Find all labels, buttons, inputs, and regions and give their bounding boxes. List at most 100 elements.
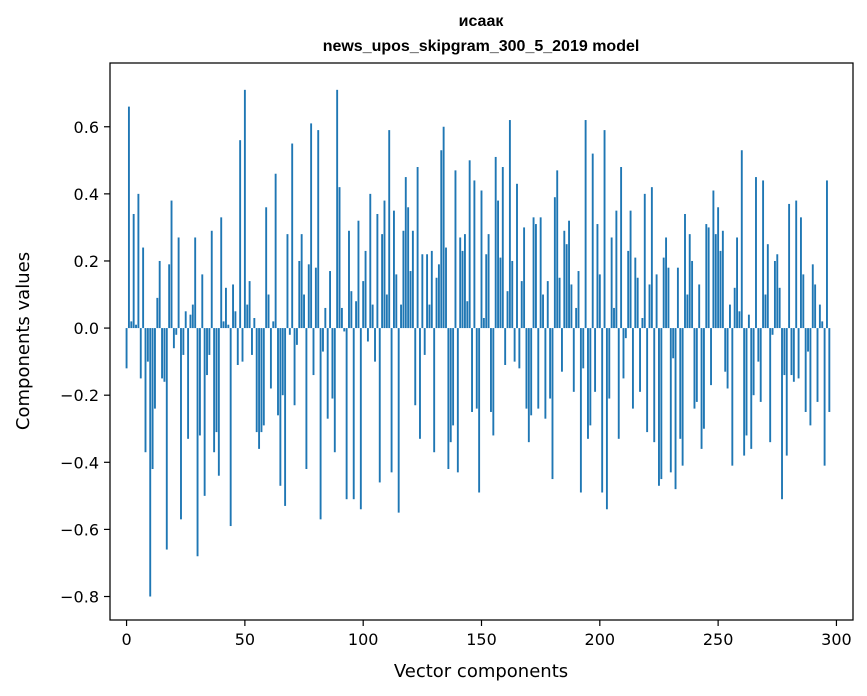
bar bbox=[241, 328, 244, 362]
bar bbox=[156, 297, 159, 329]
bar bbox=[239, 140, 242, 329]
bar bbox=[821, 321, 824, 329]
bar bbox=[648, 284, 651, 329]
bar bbox=[577, 271, 580, 329]
bar bbox=[504, 328, 507, 365]
bar bbox=[281, 328, 284, 396]
bar bbox=[527, 328, 530, 443]
bar bbox=[792, 328, 795, 382]
bar bbox=[610, 237, 613, 329]
bar bbox=[620, 167, 623, 329]
bar bbox=[329, 271, 331, 329]
bar bbox=[208, 328, 211, 355]
bar bbox=[762, 180, 765, 329]
chart-title: исаак bbox=[459, 13, 505, 30]
bar bbox=[430, 250, 433, 329]
bar bbox=[700, 328, 703, 449]
bar bbox=[714, 234, 717, 329]
bar bbox=[773, 260, 776, 329]
bar bbox=[655, 274, 658, 329]
bar bbox=[492, 328, 495, 436]
bar bbox=[546, 281, 549, 329]
bar bbox=[733, 287, 736, 329]
bar bbox=[253, 318, 256, 329]
bar bbox=[206, 328, 208, 376]
bar bbox=[719, 250, 722, 329]
bar bbox=[258, 328, 261, 449]
bar bbox=[149, 328, 152, 597]
bar bbox=[409, 271, 412, 329]
bar bbox=[305, 328, 308, 470]
bar bbox=[215, 328, 218, 433]
bar bbox=[419, 328, 421, 439]
x-tick-label: 250 bbox=[703, 630, 734, 649]
plot-frame bbox=[109, 62, 854, 621]
y-tick-label: 0.0 bbox=[74, 319, 99, 338]
bar bbox=[272, 321, 275, 329]
bar bbox=[175, 328, 178, 335]
bar bbox=[390, 328, 393, 473]
bar bbox=[530, 328, 533, 416]
bar bbox=[478, 328, 481, 493]
y-tick-label: −0.4 bbox=[60, 453, 99, 472]
y-tick-label: 0.2 bbox=[74, 252, 99, 271]
bar bbox=[608, 328, 611, 399]
bar bbox=[468, 160, 471, 329]
bar bbox=[520, 281, 523, 329]
bar bbox=[591, 153, 594, 329]
bar bbox=[688, 234, 691, 329]
y-axis-label: Components values bbox=[13, 252, 34, 430]
bar bbox=[161, 328, 163, 379]
y-tick-label: −0.8 bbox=[60, 588, 99, 607]
bar bbox=[724, 328, 727, 372]
bar bbox=[823, 328, 826, 466]
bar bbox=[300, 234, 303, 329]
bar bbox=[532, 217, 535, 329]
bar bbox=[556, 170, 559, 329]
bar bbox=[523, 227, 526, 329]
bar bbox=[669, 328, 672, 473]
y-tick-label: 0.4 bbox=[74, 185, 99, 204]
y-axis-ticks: −0.8 −0.6 −0.4 −0.2 0.0 0.2 0.4 0.6 bbox=[60, 118, 110, 607]
bar bbox=[234, 311, 237, 329]
bar bbox=[766, 244, 769, 329]
bar bbox=[125, 328, 128, 369]
bar bbox=[672, 328, 675, 359]
bar bbox=[423, 328, 426, 355]
bar bbox=[225, 287, 227, 329]
bar bbox=[795, 200, 798, 329]
bar bbox=[570, 284, 573, 329]
bar bbox=[343, 328, 346, 332]
bar bbox=[251, 328, 253, 355]
bar bbox=[549, 328, 552, 399]
bar bbox=[584, 120, 587, 329]
bar bbox=[764, 294, 767, 329]
bar bbox=[769, 328, 772, 443]
bar bbox=[631, 328, 634, 409]
bar bbox=[393, 210, 395, 329]
bar bbox=[286, 234, 289, 329]
bar bbox=[466, 301, 469, 329]
bar bbox=[776, 254, 779, 329]
bar bbox=[542, 294, 544, 329]
bar bbox=[490, 328, 492, 412]
x-tick-label: 150 bbox=[466, 630, 497, 649]
bar bbox=[674, 328, 677, 490]
bar bbox=[137, 193, 140, 329]
bars-group bbox=[125, 89, 833, 597]
bar bbox=[783, 328, 786, 376]
y-tick-label: −0.2 bbox=[60, 386, 99, 405]
bar bbox=[551, 328, 554, 480]
bar bbox=[563, 230, 566, 329]
bar bbox=[350, 291, 353, 329]
bar bbox=[499, 257, 502, 329]
bar bbox=[684, 213, 686, 329]
bar bbox=[203, 328, 206, 496]
bar bbox=[262, 328, 265, 426]
bar bbox=[142, 247, 145, 329]
bar bbox=[589, 328, 592, 426]
bar bbox=[196, 328, 199, 557]
bar bbox=[596, 224, 599, 329]
bar bbox=[513, 328, 516, 362]
bar bbox=[814, 284, 817, 329]
